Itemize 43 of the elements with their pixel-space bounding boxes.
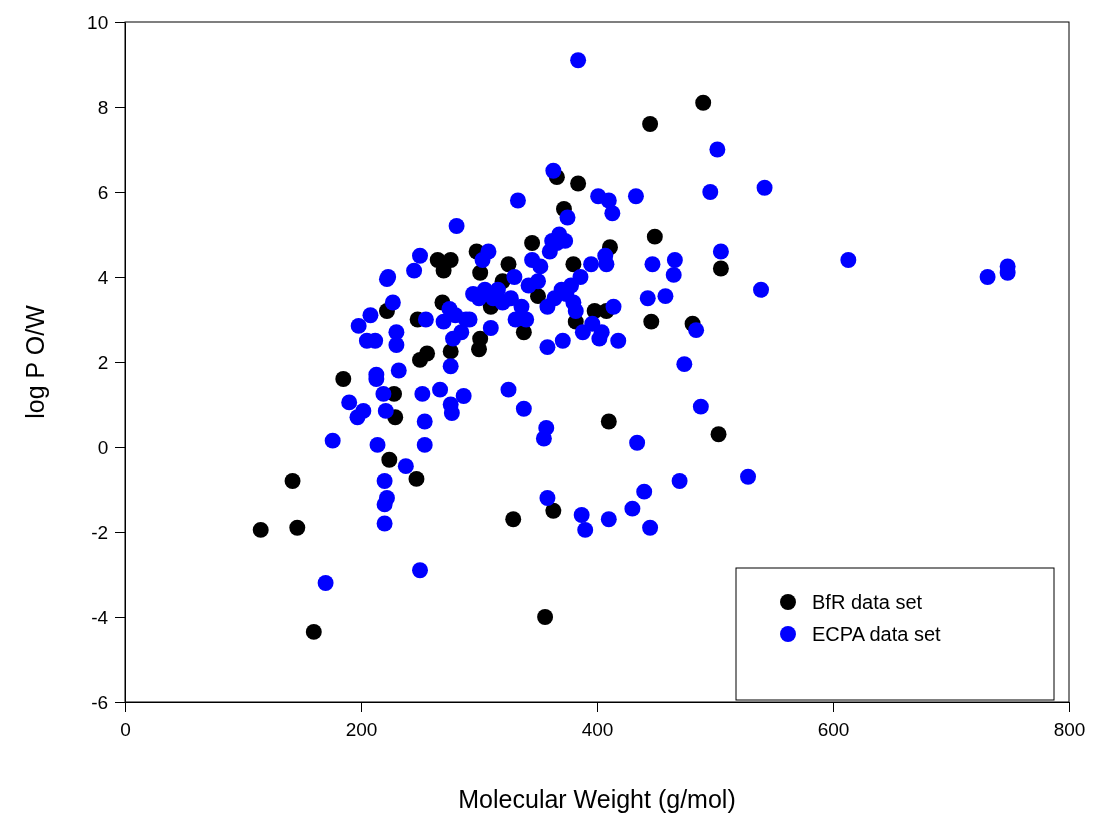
point <box>408 470 425 487</box>
point <box>442 252 459 268</box>
point <box>570 175 587 192</box>
y-tick-label: -6 <box>91 691 109 713</box>
point <box>524 235 541 251</box>
point <box>565 256 582 273</box>
point <box>643 313 660 330</box>
y-tick-label: 2 <box>97 351 109 373</box>
point <box>530 288 546 305</box>
y-tick-label: 6 <box>97 181 109 203</box>
point <box>289 519 306 536</box>
y-tick-label: 4 <box>97 266 109 288</box>
y-tick-label: -2 <box>91 521 109 543</box>
y-tick-label: -4 <box>91 606 109 628</box>
x-tick-label: 400 <box>581 718 614 740</box>
y-tick-label: 8 <box>97 96 109 118</box>
point <box>545 502 562 519</box>
point <box>335 371 352 387</box>
point <box>284 473 301 489</box>
y-tick-label: 0 <box>97 436 109 458</box>
x-tick-label: 800 <box>1053 718 1086 740</box>
x-tick-label: 600 <box>817 718 850 740</box>
point <box>252 521 269 538</box>
y-axis-title: log P O/W <box>21 304 49 419</box>
legend-label: BfR data set <box>812 591 923 613</box>
y-tick-label: 10 <box>87 11 109 33</box>
point <box>695 94 712 111</box>
point <box>712 260 729 277</box>
point <box>419 345 436 362</box>
point <box>305 623 322 640</box>
point <box>710 426 727 443</box>
point <box>642 116 659 132</box>
legend-label: ECPA data set <box>812 623 942 645</box>
point <box>500 256 517 273</box>
point <box>600 413 617 430</box>
point <box>472 330 489 347</box>
point <box>505 511 522 528</box>
x-tick-label: 200 <box>345 718 378 740</box>
x-axis-title: Molecular Weight (g/mol) <box>458 785 736 813</box>
x-tick-label: 0 <box>120 718 131 740</box>
point <box>381 451 398 468</box>
point <box>646 228 663 245</box>
point <box>537 609 554 625</box>
